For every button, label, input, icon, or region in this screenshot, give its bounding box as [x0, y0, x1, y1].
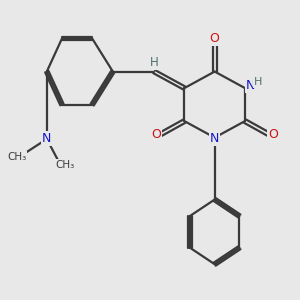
Text: N: N — [246, 79, 255, 92]
Text: N: N — [210, 133, 219, 146]
Text: O: O — [268, 128, 278, 141]
Text: N: N — [42, 133, 52, 146]
Text: H: H — [254, 77, 262, 87]
Text: O: O — [210, 32, 220, 45]
Text: H: H — [150, 56, 158, 69]
Text: O: O — [152, 128, 161, 141]
Text: CH₃: CH₃ — [55, 160, 74, 170]
Text: CH₃: CH₃ — [7, 152, 26, 162]
